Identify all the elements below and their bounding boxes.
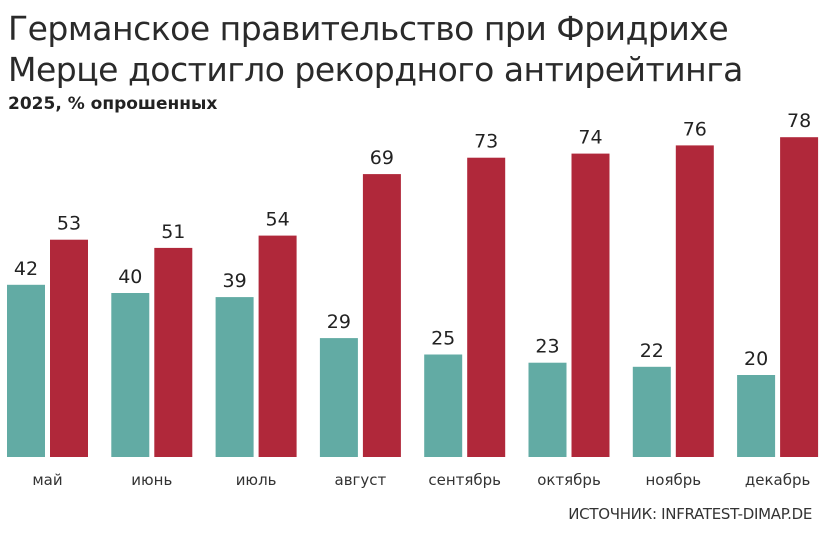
bar-teal-7	[632, 366, 671, 457]
x-tick-label-3: июль	[236, 471, 277, 489]
bar-red-4	[362, 174, 401, 457]
data-label-teal-6: 23	[535, 336, 559, 358]
bar-teal-8	[737, 375, 776, 457]
bar-red-8	[780, 137, 819, 457]
bar-red-2	[154, 247, 193, 457]
x-tick-label-1: май	[32, 471, 62, 489]
bar-teal-4	[319, 338, 358, 457]
x-tick-label-8: декабрь	[745, 471, 810, 489]
chart-subtitle: 2025, % опрошенных	[8, 94, 218, 114]
data-label-teal-7: 22	[640, 340, 664, 362]
chart-title: Германское правительство при Фридрихе Ме…	[8, 9, 743, 89]
x-tick-label-7: ноябрь	[645, 471, 701, 489]
data-label-red-3: 54	[266, 209, 290, 231]
bar-teal-1	[7, 284, 45, 457]
bar-red-7	[675, 145, 714, 457]
data-label-red-2: 51	[161, 221, 185, 243]
x-tick-label-2: июнь	[131, 471, 172, 489]
bar-teal-3	[215, 297, 254, 457]
data-label-red-8: 78	[787, 110, 811, 132]
x-tick-label-6: октябрь	[537, 471, 601, 489]
data-label-red-4: 69	[370, 147, 394, 169]
chart-source: ИСТОЧНИК: INFRATEST-DIMAP.DE	[568, 505, 812, 523]
bar-teal-6	[528, 362, 567, 457]
data-label-teal-8: 20	[744, 348, 768, 370]
x-tick-label-4: август	[335, 471, 387, 489]
data-label-teal-1: 42	[14, 258, 38, 280]
data-label-teal-4: 29	[327, 311, 351, 333]
bar-red-3	[258, 235, 297, 457]
bar-teal-5	[424, 354, 463, 457]
bar-teal-2	[111, 293, 150, 457]
bar-red-6	[571, 153, 610, 457]
bar-chart: 42 53 май 40 51 июнь 39 54 июль 29 69 август 25 73 сен…	[7, 110, 819, 489]
data-label-teal-3: 39	[223, 270, 247, 292]
data-label-red-6: 74	[578, 127, 602, 149]
bar-red-1	[50, 239, 88, 457]
x-tick-label-5: сентябрь	[428, 471, 501, 489]
data-label-teal-5: 25	[431, 328, 455, 350]
data-label-red-1: 53	[57, 213, 81, 235]
data-label-red-5: 73	[474, 131, 498, 153]
bar-red-5	[467, 157, 506, 457]
data-label-teal-2: 40	[118, 266, 142, 288]
data-label-red-7: 76	[683, 118, 707, 140]
